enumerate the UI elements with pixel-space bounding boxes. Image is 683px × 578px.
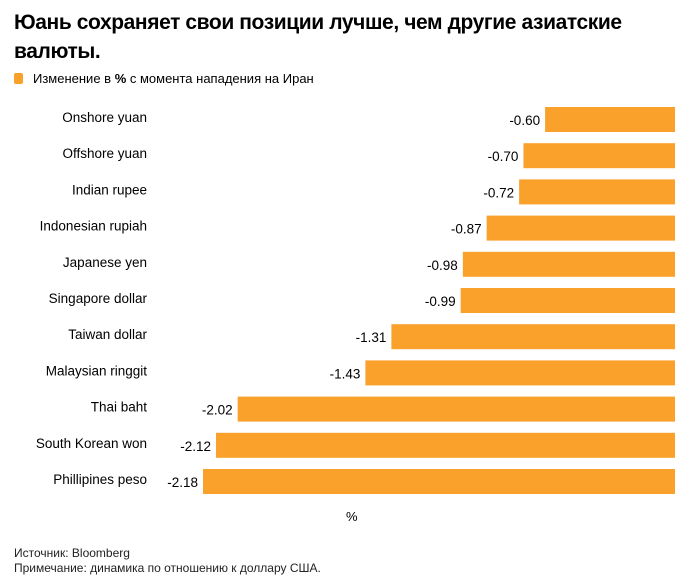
value-label: -0.60: [509, 113, 540, 128]
bar: [237, 396, 676, 422]
bar: [460, 288, 675, 313]
bar: [523, 143, 675, 169]
bar: [365, 360, 675, 386]
x-axis-unit-label: %: [346, 509, 358, 524]
category-label: Indonesian rupiah: [40, 219, 147, 234]
bar: [203, 469, 675, 494]
bar: [545, 107, 675, 132]
category-label: Thai baht: [91, 400, 148, 415]
category-label: Singapore dollar: [49, 291, 148, 306]
category-label: Malaysian ringgit: [46, 363, 148, 378]
value-label: -2.18: [167, 475, 198, 490]
category-label: Phillipines peso: [53, 472, 147, 487]
value-label: -1.31: [356, 330, 387, 345]
bar-chart: Onshore yuan -0.60 Offshore yuan -0.70 India…: [36, 107, 676, 494]
category-label: Onshore yuan: [62, 110, 147, 125]
legend-swatch: [14, 73, 23, 84]
value-label: -0.87: [451, 222, 482, 237]
bar: [391, 324, 675, 350]
bar: [519, 179, 675, 205]
category-label: Indian rupee: [72, 182, 147, 197]
value-label: -2.02: [202, 403, 233, 418]
value-label: -0.98: [427, 258, 458, 273]
value-label: -1.43: [330, 366, 361, 381]
chart-title: Юань сохраняет свои позиции лучше, чем д…: [14, 11, 622, 63]
category-label: Taiwan dollar: [68, 327, 147, 342]
footnote: Примечание: динамика по отношению к долл…: [14, 561, 321, 575]
legend-label-before: Изменение в: [33, 71, 115, 86]
value-label: -2.12: [180, 439, 211, 454]
legend-label-percent: %: [114, 71, 127, 86]
footer: Источник: Bloomberg Примечание: динамика…: [14, 546, 321, 576]
bar: [462, 251, 675, 277]
value-label: -0.70: [488, 149, 519, 164]
category-label: Japanese yen: [63, 255, 147, 270]
legend-label-after: с момента нападения на Иран: [126, 71, 314, 86]
legend-label: Изменение в % с момента нападения на Ира…: [33, 71, 314, 86]
value-label: -0.72: [483, 185, 514, 200]
category-label: Offshore yuan: [62, 146, 147, 161]
value-label: -0.99: [425, 294, 456, 309]
bar: [216, 432, 675, 458]
source-note: Источник: Bloomberg: [14, 546, 130, 560]
category-label: South Korean won: [36, 436, 147, 451]
bar: [486, 215, 675, 241]
legend: Изменение в % с момента нападения на Ира…: [14, 71, 314, 86]
